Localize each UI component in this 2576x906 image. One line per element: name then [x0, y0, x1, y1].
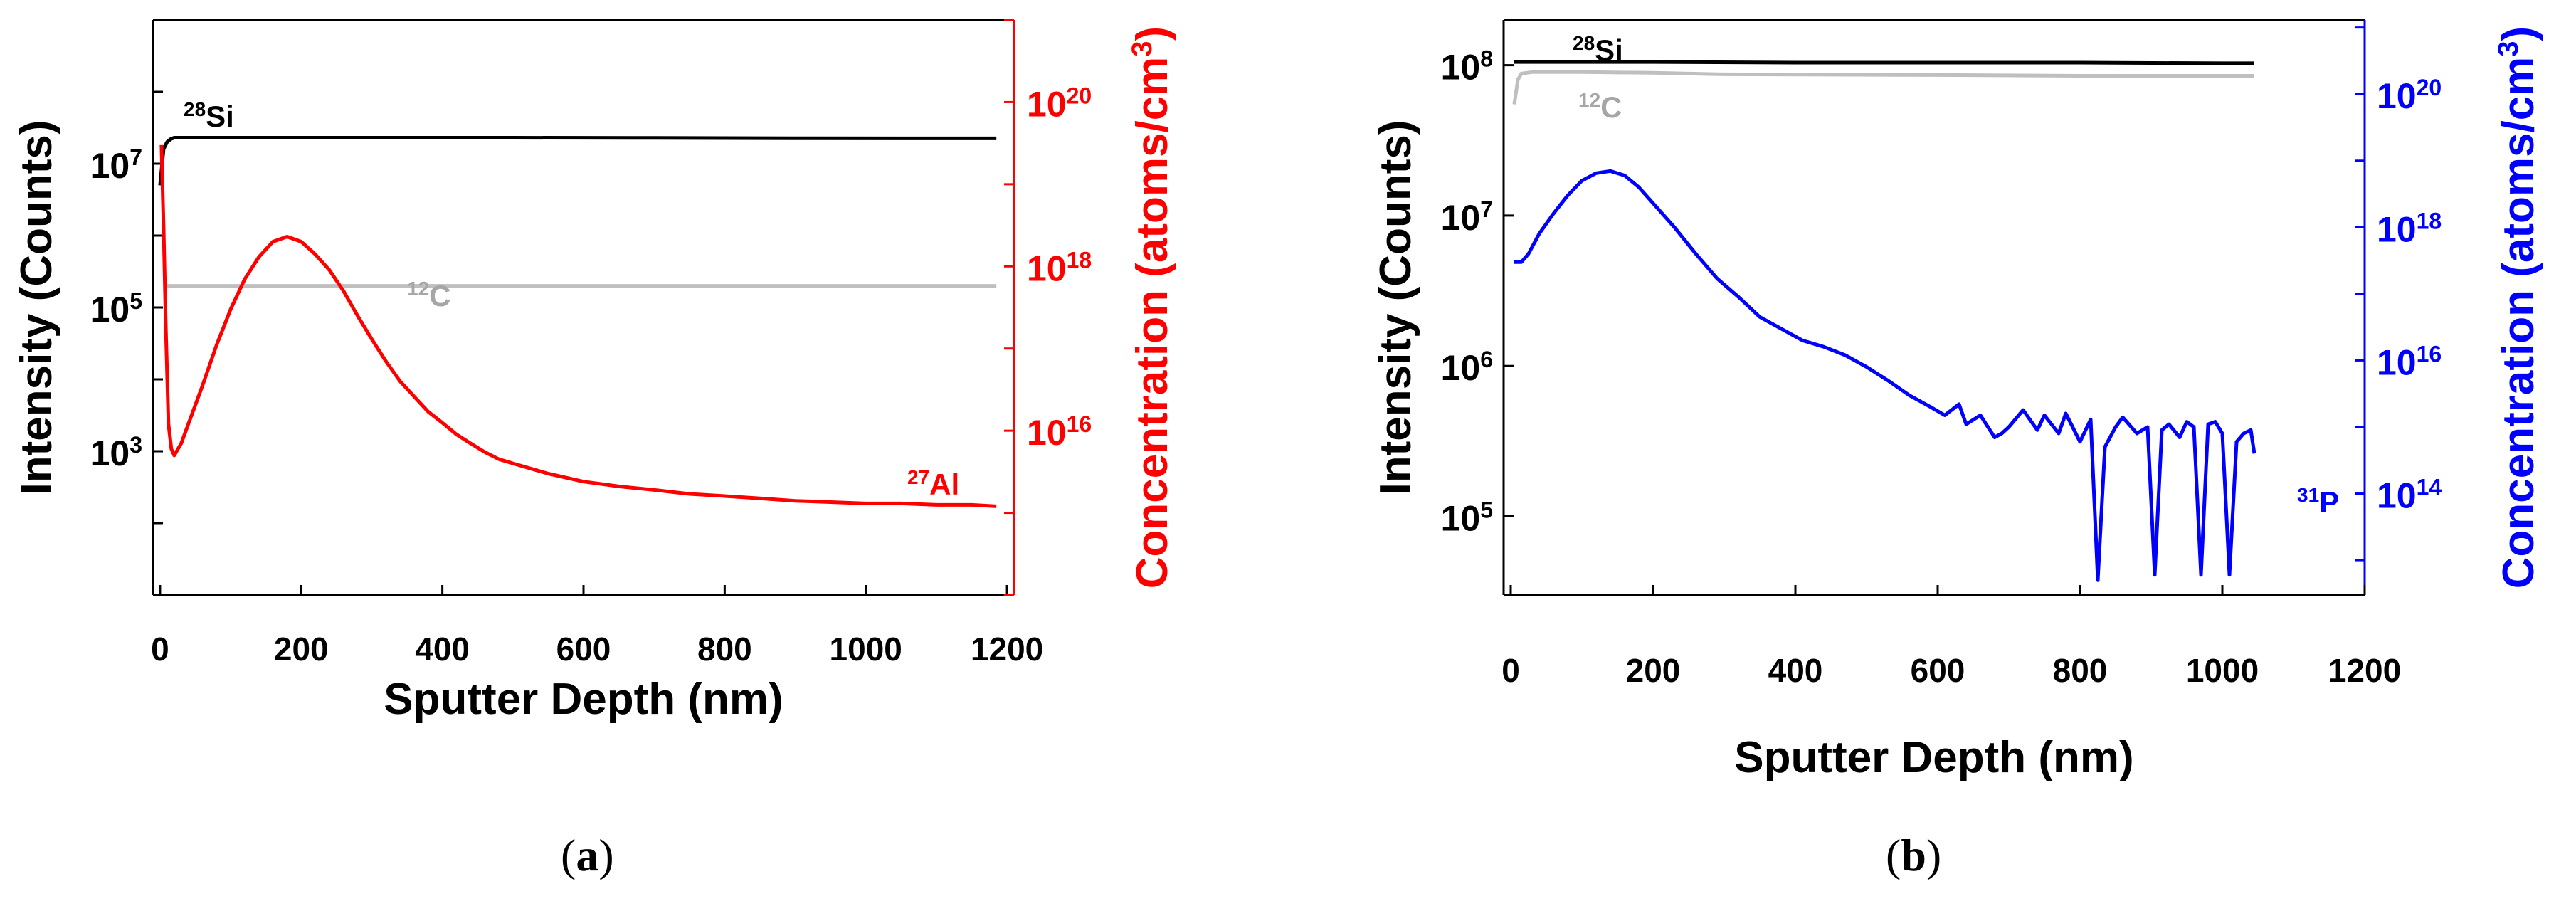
y-tick-label: 107 — [1441, 196, 1493, 238]
series-12C — [1512, 70, 2254, 105]
y2-axis-title: Concentration (atoms/cm3) — [2493, 26, 2543, 589]
series-28Si — [1514, 60, 2254, 65]
y-tick-label: 103 — [90, 432, 142, 473]
x-tick-label: 800 — [2053, 652, 2108, 689]
panel-a: 0 200 400 600 800 1000 1200 103 105 107 1016 1018 10… — [12, 19, 1177, 724]
x-tick-label: 1000 — [830, 631, 902, 668]
y-axis-title: Intensity (Counts) — [1371, 120, 1420, 495]
panel-label-a: (a) — [561, 830, 614, 880]
y-tick-label: 108 — [1441, 46, 1493, 88]
y2-tick-label: 1018 — [1027, 247, 1092, 288]
y2-tick-label: 1020 — [1027, 83, 1092, 124]
panel-label-b: (b) — [1886, 830, 1942, 880]
series-label-28Si: 28Si — [1573, 32, 1623, 68]
series-31P — [1514, 169, 2256, 582]
x-tick-label: 200 — [274, 631, 329, 668]
series-label-27Al: 27Al — [907, 466, 959, 502]
x-tick-label: 200 — [1626, 652, 1681, 689]
x-axis-title: Sputter Depth (nm) — [384, 675, 783, 724]
x-tick-label: 600 — [556, 631, 611, 668]
series-label-31P: 31P — [2297, 484, 2339, 520]
series-28Si — [158, 136, 997, 186]
x-tick-label: 1200 — [971, 631, 1043, 668]
x-tick-label: 0 — [151, 631, 169, 668]
series-label-12C: 12C — [1578, 89, 1622, 125]
y2-tick-label: 1020 — [2377, 75, 2442, 116]
x-tick-label: 1200 — [2328, 652, 2401, 689]
y-tick-label: 106 — [1441, 347, 1493, 388]
y2-tick-label: 1018 — [2377, 208, 2442, 249]
y2-tick-label: 1014 — [2377, 475, 2442, 516]
x-tick-label: 800 — [697, 631, 752, 668]
x-tick-label: 1000 — [2186, 652, 2259, 689]
y-tick-label: 107 — [90, 144, 142, 186]
x-tick-label: 0 — [1501, 652, 1520, 689]
y2-tick-label: 1016 — [2377, 341, 2442, 382]
y2-tick-label: 1016 — [1027, 411, 1092, 453]
x-tick-label: 400 — [1768, 652, 1823, 689]
y2-axis-title: Concentration (atoms/cm3) — [1126, 26, 1177, 589]
x-tick-label: 600 — [1911, 652, 1965, 689]
series-27Al — [159, 144, 997, 508]
x-axis-title: Sputter Depth (nm) — [1734, 733, 2133, 782]
y-tick-label: 105 — [1441, 497, 1493, 539]
series-label-28Si: 28Si — [184, 98, 234, 134]
panel-b: 0 200 400 600 800 1000 1200 105 106 107 108 1014 101… — [1371, 19, 2543, 782]
series-label-12C: 12C — [407, 278, 451, 313]
y-tick-label: 105 — [90, 288, 142, 330]
y-axis-title: Intensity (Counts) — [12, 120, 61, 495]
x-tick-label: 400 — [415, 631, 470, 668]
